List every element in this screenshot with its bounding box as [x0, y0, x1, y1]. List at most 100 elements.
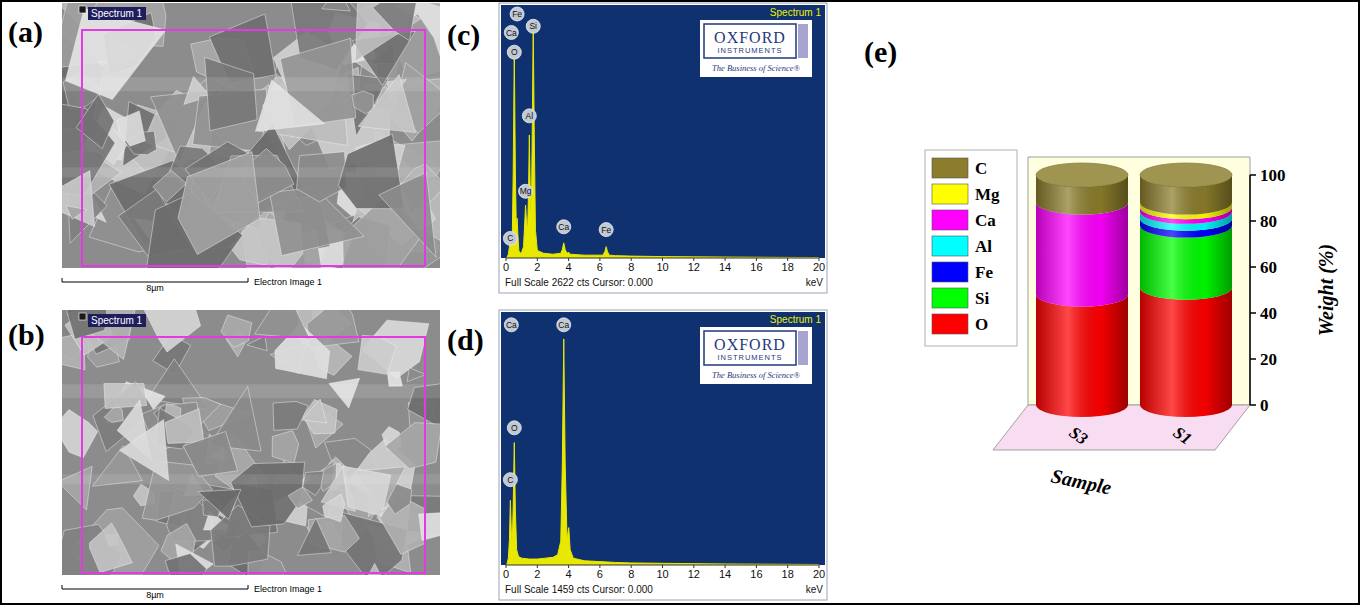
spectrum-title: Spectrum 1 — [770, 7, 822, 18]
sem-grain — [141, 310, 201, 352]
spectrum-panel — [499, 3, 827, 293]
scale-bar-end — [248, 278, 249, 282]
x-tick-label: 0 — [503, 261, 509, 273]
sem-grain — [117, 111, 146, 146]
sem-grain — [352, 91, 374, 114]
sem-grain — [297, 518, 331, 555]
logo-sub: INSTRUMENTS — [717, 46, 782, 55]
panel-label: (c) — [447, 18, 480, 52]
legend-swatch — [932, 288, 968, 308]
cap-shade — [1036, 163, 1128, 187]
cylinder-cap — [1036, 163, 1128, 187]
logo-box — [700, 20, 812, 77]
x-tick-label: 4 — [566, 261, 572, 273]
logo-tagline: The Business of Science® — [712, 370, 800, 380]
logo-name: OXFORD — [714, 336, 786, 353]
logo-box — [700, 327, 812, 384]
sem-grain — [322, 3, 350, 11]
spectrum-title: Spectrum 1 — [770, 314, 822, 325]
sem-grain — [272, 431, 299, 464]
x-tick-label: 14 — [719, 261, 731, 273]
scale-bar-end — [62, 585, 63, 589]
peak-label-bubble — [507, 421, 521, 435]
selection-frame — [82, 30, 425, 266]
category-label: S3 — [1066, 423, 1092, 449]
legend-box — [925, 150, 1017, 346]
sem-grain — [165, 554, 207, 576]
x-tick-label: 10 — [656, 568, 668, 580]
x-tick-label: 6 — [597, 568, 603, 580]
spectrum — [507, 339, 819, 565]
x-tick-label: 12 — [688, 568, 700, 580]
spectrum — [507, 23, 819, 258]
x-tick-label: 10 — [656, 261, 668, 273]
panel-label: (b) — [8, 318, 45, 352]
x-tick-label: 12 — [688, 261, 700, 273]
sem-grain — [419, 513, 440, 541]
x-tick-label: 16 — [750, 261, 762, 273]
scan-band — [62, 167, 440, 177]
peak-label: Si — [529, 21, 537, 31]
sem-grain — [343, 466, 391, 516]
x-tick-label: 2 — [534, 568, 540, 580]
scan-band — [62, 77, 440, 91]
y-tick-label: 40 — [1260, 304, 1277, 323]
sem-grain — [120, 420, 169, 481]
x-axis-title: keV — [806, 584, 824, 595]
tag-box — [88, 314, 146, 327]
peak-label: Ca — [558, 320, 569, 330]
logo-name: OXFORD — [714, 29, 786, 46]
y-axis — [1249, 175, 1251, 405]
x-tick-label: 14 — [719, 568, 731, 580]
sem-grain — [273, 402, 308, 431]
legend-label: Fe — [975, 263, 993, 282]
legend-label: Al — [975, 237, 992, 256]
cylinder-cap — [1140, 163, 1232, 187]
peak-label: O — [511, 47, 518, 57]
peak-label: O — [511, 423, 518, 433]
legend-swatch — [932, 184, 968, 204]
peak-label-bubble — [507, 45, 521, 59]
peak-label: Mg — [520, 186, 532, 196]
sem-grain — [407, 368, 426, 382]
sem-grain — [247, 336, 267, 351]
sem-grain — [379, 172, 436, 257]
scale-bar-end — [62, 278, 63, 282]
peak-label: Ca — [506, 320, 517, 330]
peak-label: Ca — [506, 28, 517, 38]
legend-swatch — [932, 262, 968, 282]
tag-icon — [79, 313, 86, 320]
x-tick-label: 18 — [782, 261, 794, 273]
plot-area — [501, 312, 825, 565]
y-axis-title: Weight (%) — [1315, 244, 1338, 336]
peak-label-bubble — [526, 19, 540, 33]
full-scale-text: Full Scale 2622 cts Cursor: 0.000 — [505, 277, 653, 288]
segment-shade — [1036, 295, 1128, 417]
sem-image — [62, 310, 440, 575]
peak-label-bubble — [522, 109, 536, 123]
peak-label-bubble — [503, 231, 517, 245]
y-tick-label: 100 — [1260, 166, 1286, 185]
cylinder-segment — [1036, 295, 1128, 417]
category-label: S1 — [1170, 423, 1196, 449]
x-tick-label: 18 — [782, 568, 794, 580]
sem-grain — [198, 489, 241, 519]
selection-frame — [82, 337, 425, 573]
legend-label: Mg — [975, 185, 1000, 204]
peak-label: C — [507, 233, 513, 243]
plot-area — [501, 5, 825, 258]
sem-grain — [387, 372, 402, 386]
x-tick-label: 2 — [534, 261, 540, 273]
sem-grain — [178, 152, 260, 255]
peak-label: Fe — [601, 225, 611, 235]
legend-swatch — [932, 236, 968, 256]
peak-label-bubble — [510, 7, 524, 21]
image-caption: Electron Image 1 — [254, 277, 322, 287]
legend-label: C — [975, 159, 987, 178]
legend-label: Si — [975, 289, 989, 308]
sem-grain — [62, 410, 98, 458]
sem-grain — [303, 400, 338, 434]
y-tick-label: 0 — [1260, 396, 1269, 415]
sem-grain — [165, 409, 204, 444]
logo-sub: INSTRUMENTS — [717, 353, 782, 362]
